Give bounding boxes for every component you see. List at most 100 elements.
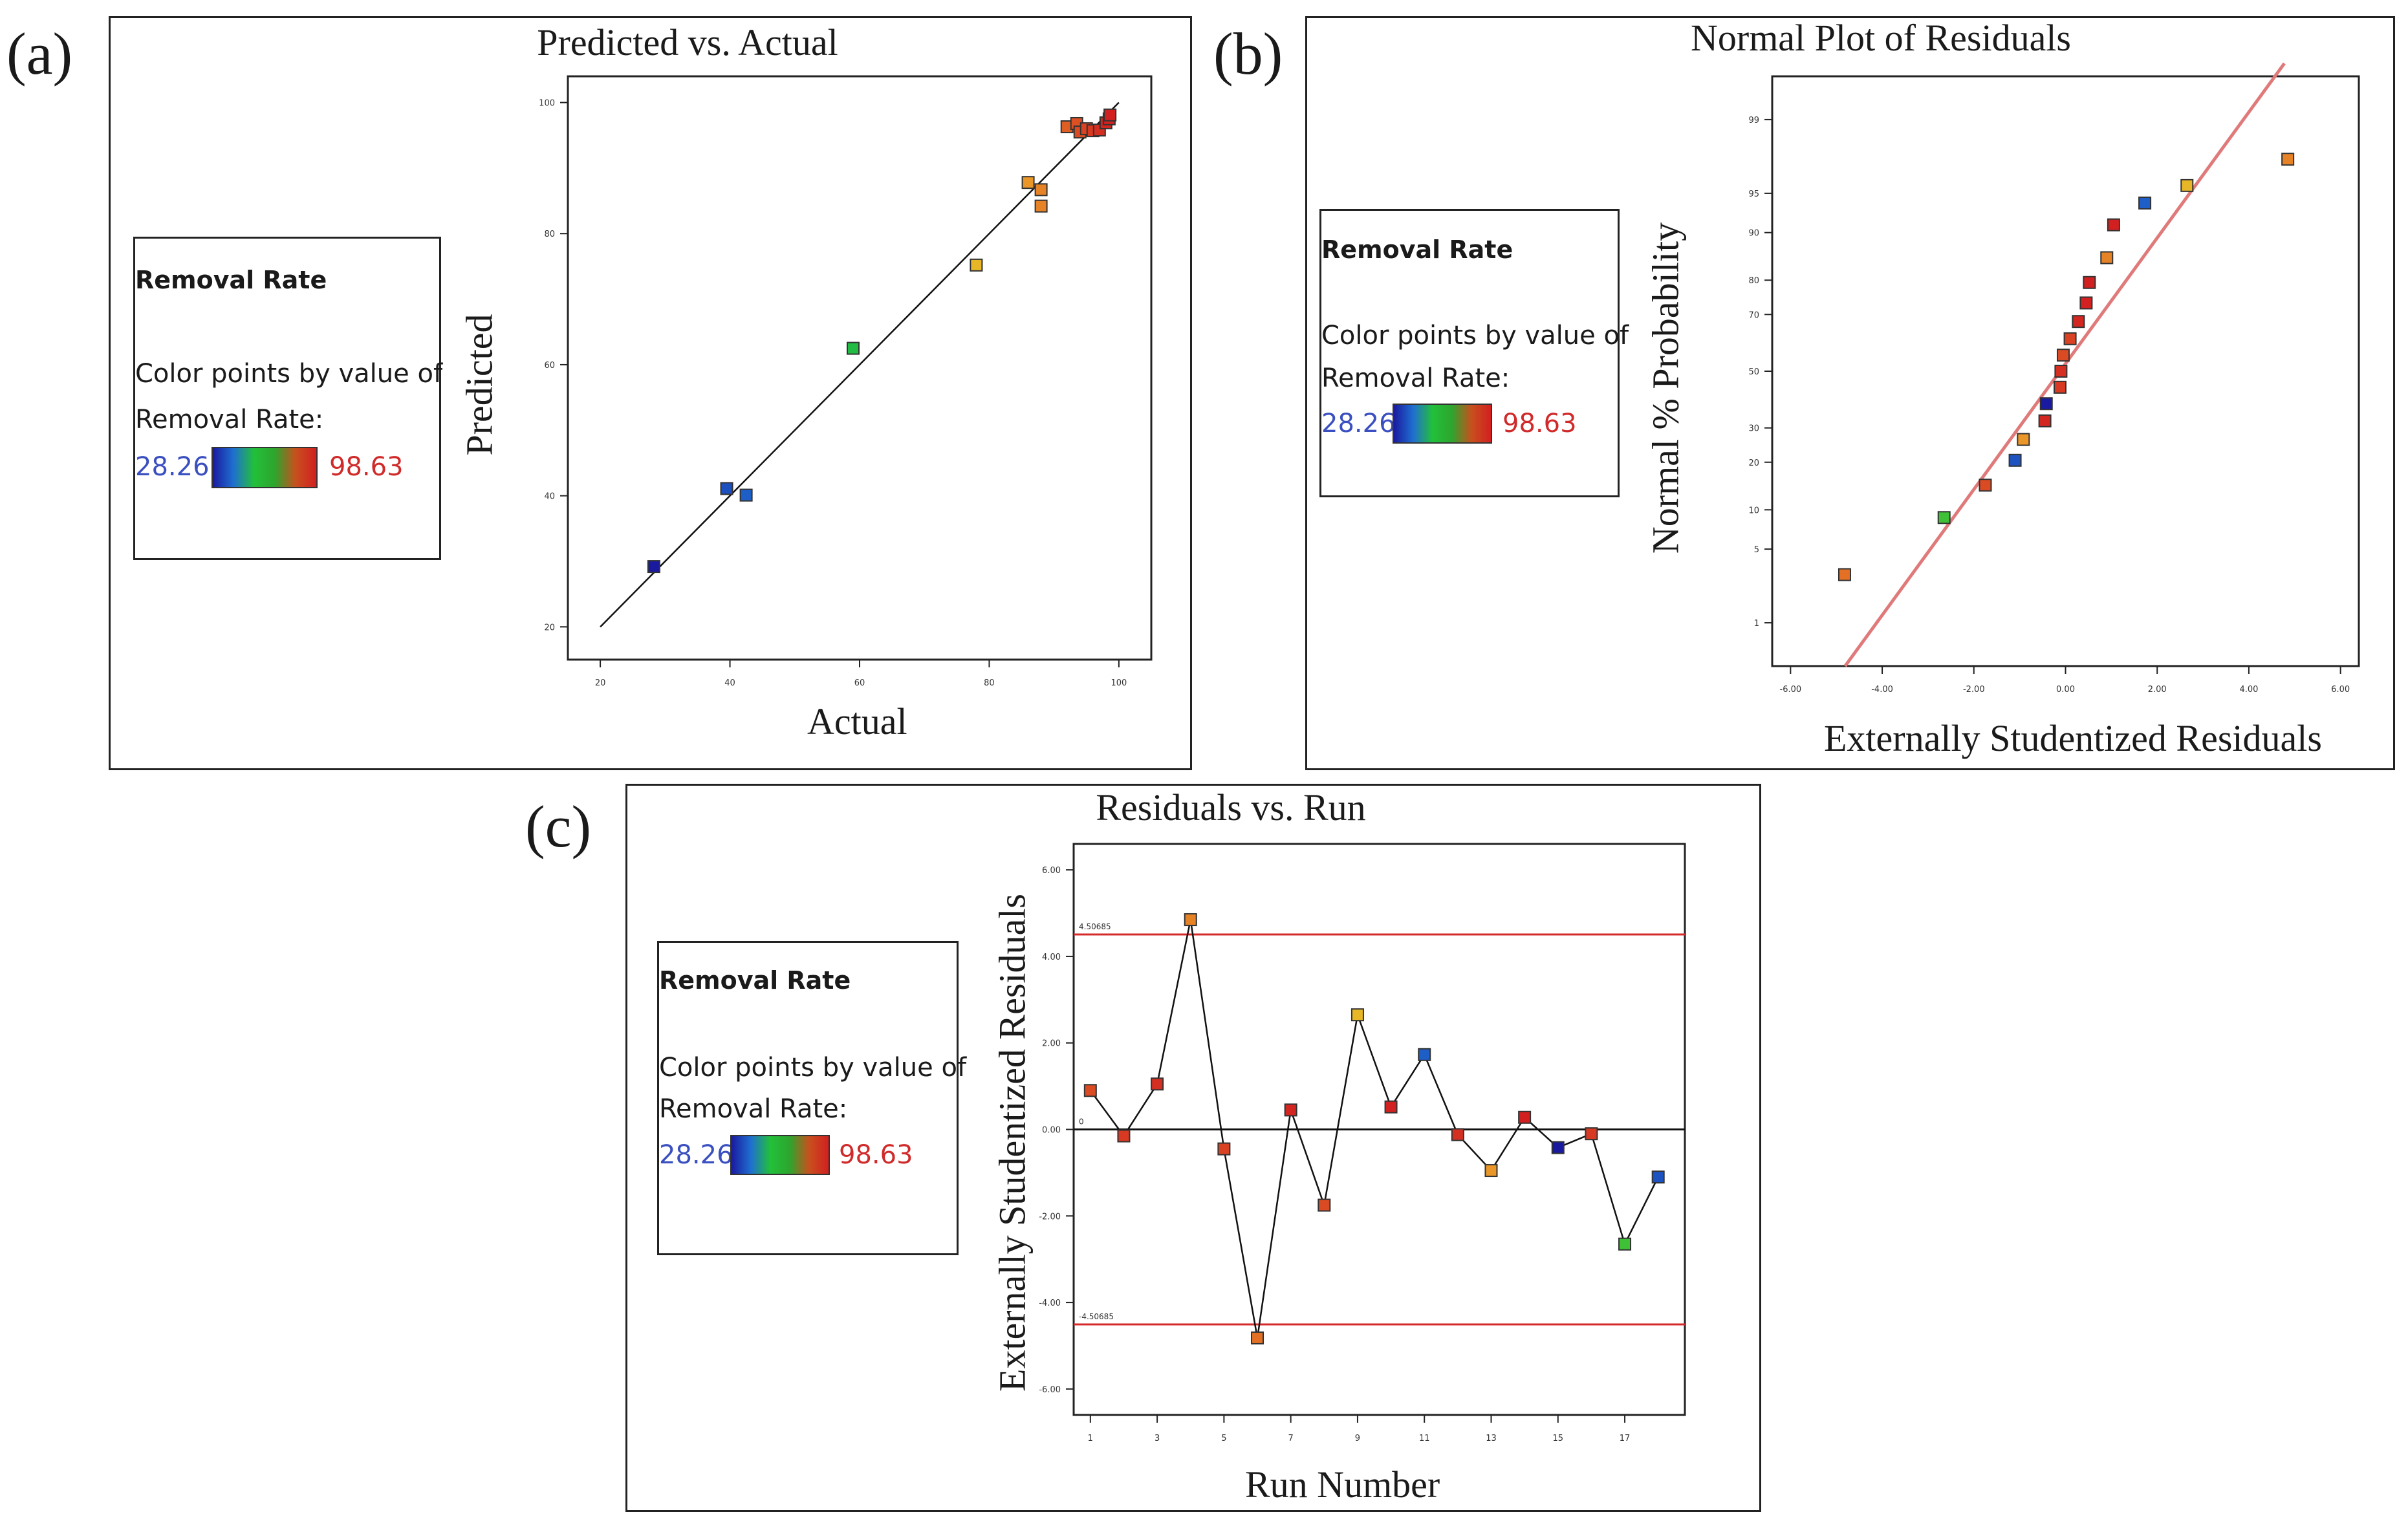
legend-c: Removal Rate Color points by value of Re… [657,941,966,1255]
y-tick-label: 70 [1748,310,1759,320]
data-point [2063,332,2077,345]
y-tick-label: -6.00 [1039,1385,1061,1395]
y-tick-label: 50 [1748,367,1759,377]
data-point [1184,913,1197,927]
x-tick-label: 100 [1111,678,1127,688]
legend-title: Removal Rate [1321,235,1513,264]
y-tick-label: 20 [544,623,555,632]
x-tick-label: 40 [724,678,735,688]
y-tick-label: 80 [544,230,555,239]
x-tick-label: -4.00 [1871,685,1893,695]
y-tick-label: 2.00 [1042,1039,1061,1049]
data-point [1551,1141,1565,1154]
data-point [1103,108,1117,122]
data-point [2072,315,2085,329]
legend-color-gradient [730,1135,830,1175]
y-tick-label: 80 [1748,276,1759,286]
x-tick-label: 4.00 [2239,685,2258,695]
data-point [2056,349,2070,362]
data-point [1034,183,1048,197]
data-point [1651,1170,1665,1184]
data-point [1585,1127,1598,1141]
data-point [1979,479,1992,492]
data-point [1117,1129,1131,1143]
data-point [1251,1331,1264,1344]
x-tick-label: 11 [1419,1434,1430,1443]
x-tick-label: -6.00 [1780,685,1802,695]
legend-min-value: 28.26 [659,1140,733,1170]
data-point [1284,1103,1297,1117]
legend-b: Removal Rate Color points by value of Re… [1319,209,1629,497]
legend-title: Removal Rate [135,266,327,294]
x-tick-label: 2.00 [2148,685,2167,695]
panel-a-xlabel: Actual [807,700,907,742]
legend-max-value: 98.63 [329,452,404,482]
data-point [2079,296,2093,310]
x-tick-label: -2.00 [1963,685,1985,695]
x-tick-label: 5 [1221,1434,1226,1443]
data-point [2180,178,2194,192]
y-tick-label: -4.00 [1039,1299,1061,1308]
x-tick-label: 3 [1155,1434,1160,1443]
data-point [1217,1142,1231,1156]
data-point [2039,397,2053,411]
control-limit-label: -4.50685 [1079,1312,1114,1321]
panel-c-label: (c) [525,793,592,859]
panel-b-label: (b) [1213,21,1283,87]
control-limit-label: 4.50685 [1079,922,1111,931]
panel-a-label: (a) [6,21,73,87]
legend-max-value: 98.63 [839,1140,913,1170]
x-tick-label: 15 [1552,1434,1563,1443]
x-tick-label: 60 [854,678,865,688]
y-tick-label: 60 [544,361,555,371]
data-point [1034,199,1048,213]
legend-title: Removal Rate [659,966,851,995]
data-point [2100,251,2114,264]
data-point [2138,196,2152,210]
x-tick-label: 20 [595,678,606,688]
y-tick-label: 4.00 [1042,953,1061,962]
data-point [2083,275,2096,289]
data-point [2038,414,2052,427]
y-tick-label: 5 [1754,545,1759,555]
panel-a-title: Predicted vs. Actual [537,21,838,63]
data-point [1451,1128,1464,1141]
data-point [1418,1048,1431,1061]
x-tick-label: 9 [1355,1434,1360,1443]
legend-desc-line1: Color points by value of [1321,321,1629,351]
y-tick-label: 0.00 [1042,1126,1061,1136]
legend-desc-line1: Color points by value of [135,359,443,389]
legend-color-gradient [1393,404,1492,444]
y-tick-label: 6.00 [1042,866,1061,876]
legend-min-value: 28.26 [1321,409,1396,438]
x-tick-label: 0.00 [2056,685,2075,695]
data-point [1318,1198,1331,1212]
legend-a: Removal Rate Color points by value of Re… [133,237,443,560]
data-point [1384,1100,1398,1114]
legend-min-value: 28.26 [135,452,210,482]
x-tick-label: 6.00 [2331,685,2350,695]
data-point [1937,511,1951,524]
legend-desc-line2: Removal Rate: [1321,363,1510,393]
reference-line [600,102,1120,628]
data-point [970,258,983,272]
data-point [1484,1164,1498,1178]
data-point [1838,568,1851,581]
x-tick-label: 7 [1288,1434,1294,1443]
data-point [2107,218,2120,232]
legend-desc-line1: Color points by value of [659,1053,967,1083]
data-point [2017,433,2030,446]
x-tick-label: 1 [1088,1434,1093,1443]
data-point [1518,1110,1532,1124]
y-tick-label: 10 [1748,506,1759,515]
y-tick-label: 99 [1748,116,1759,125]
data-point [2281,153,2295,166]
data-point [720,482,733,495]
data-point [2053,380,2066,394]
data-point [1151,1077,1164,1091]
legend-color-gradient [212,447,318,488]
x-tick-label: 17 [1620,1434,1631,1443]
